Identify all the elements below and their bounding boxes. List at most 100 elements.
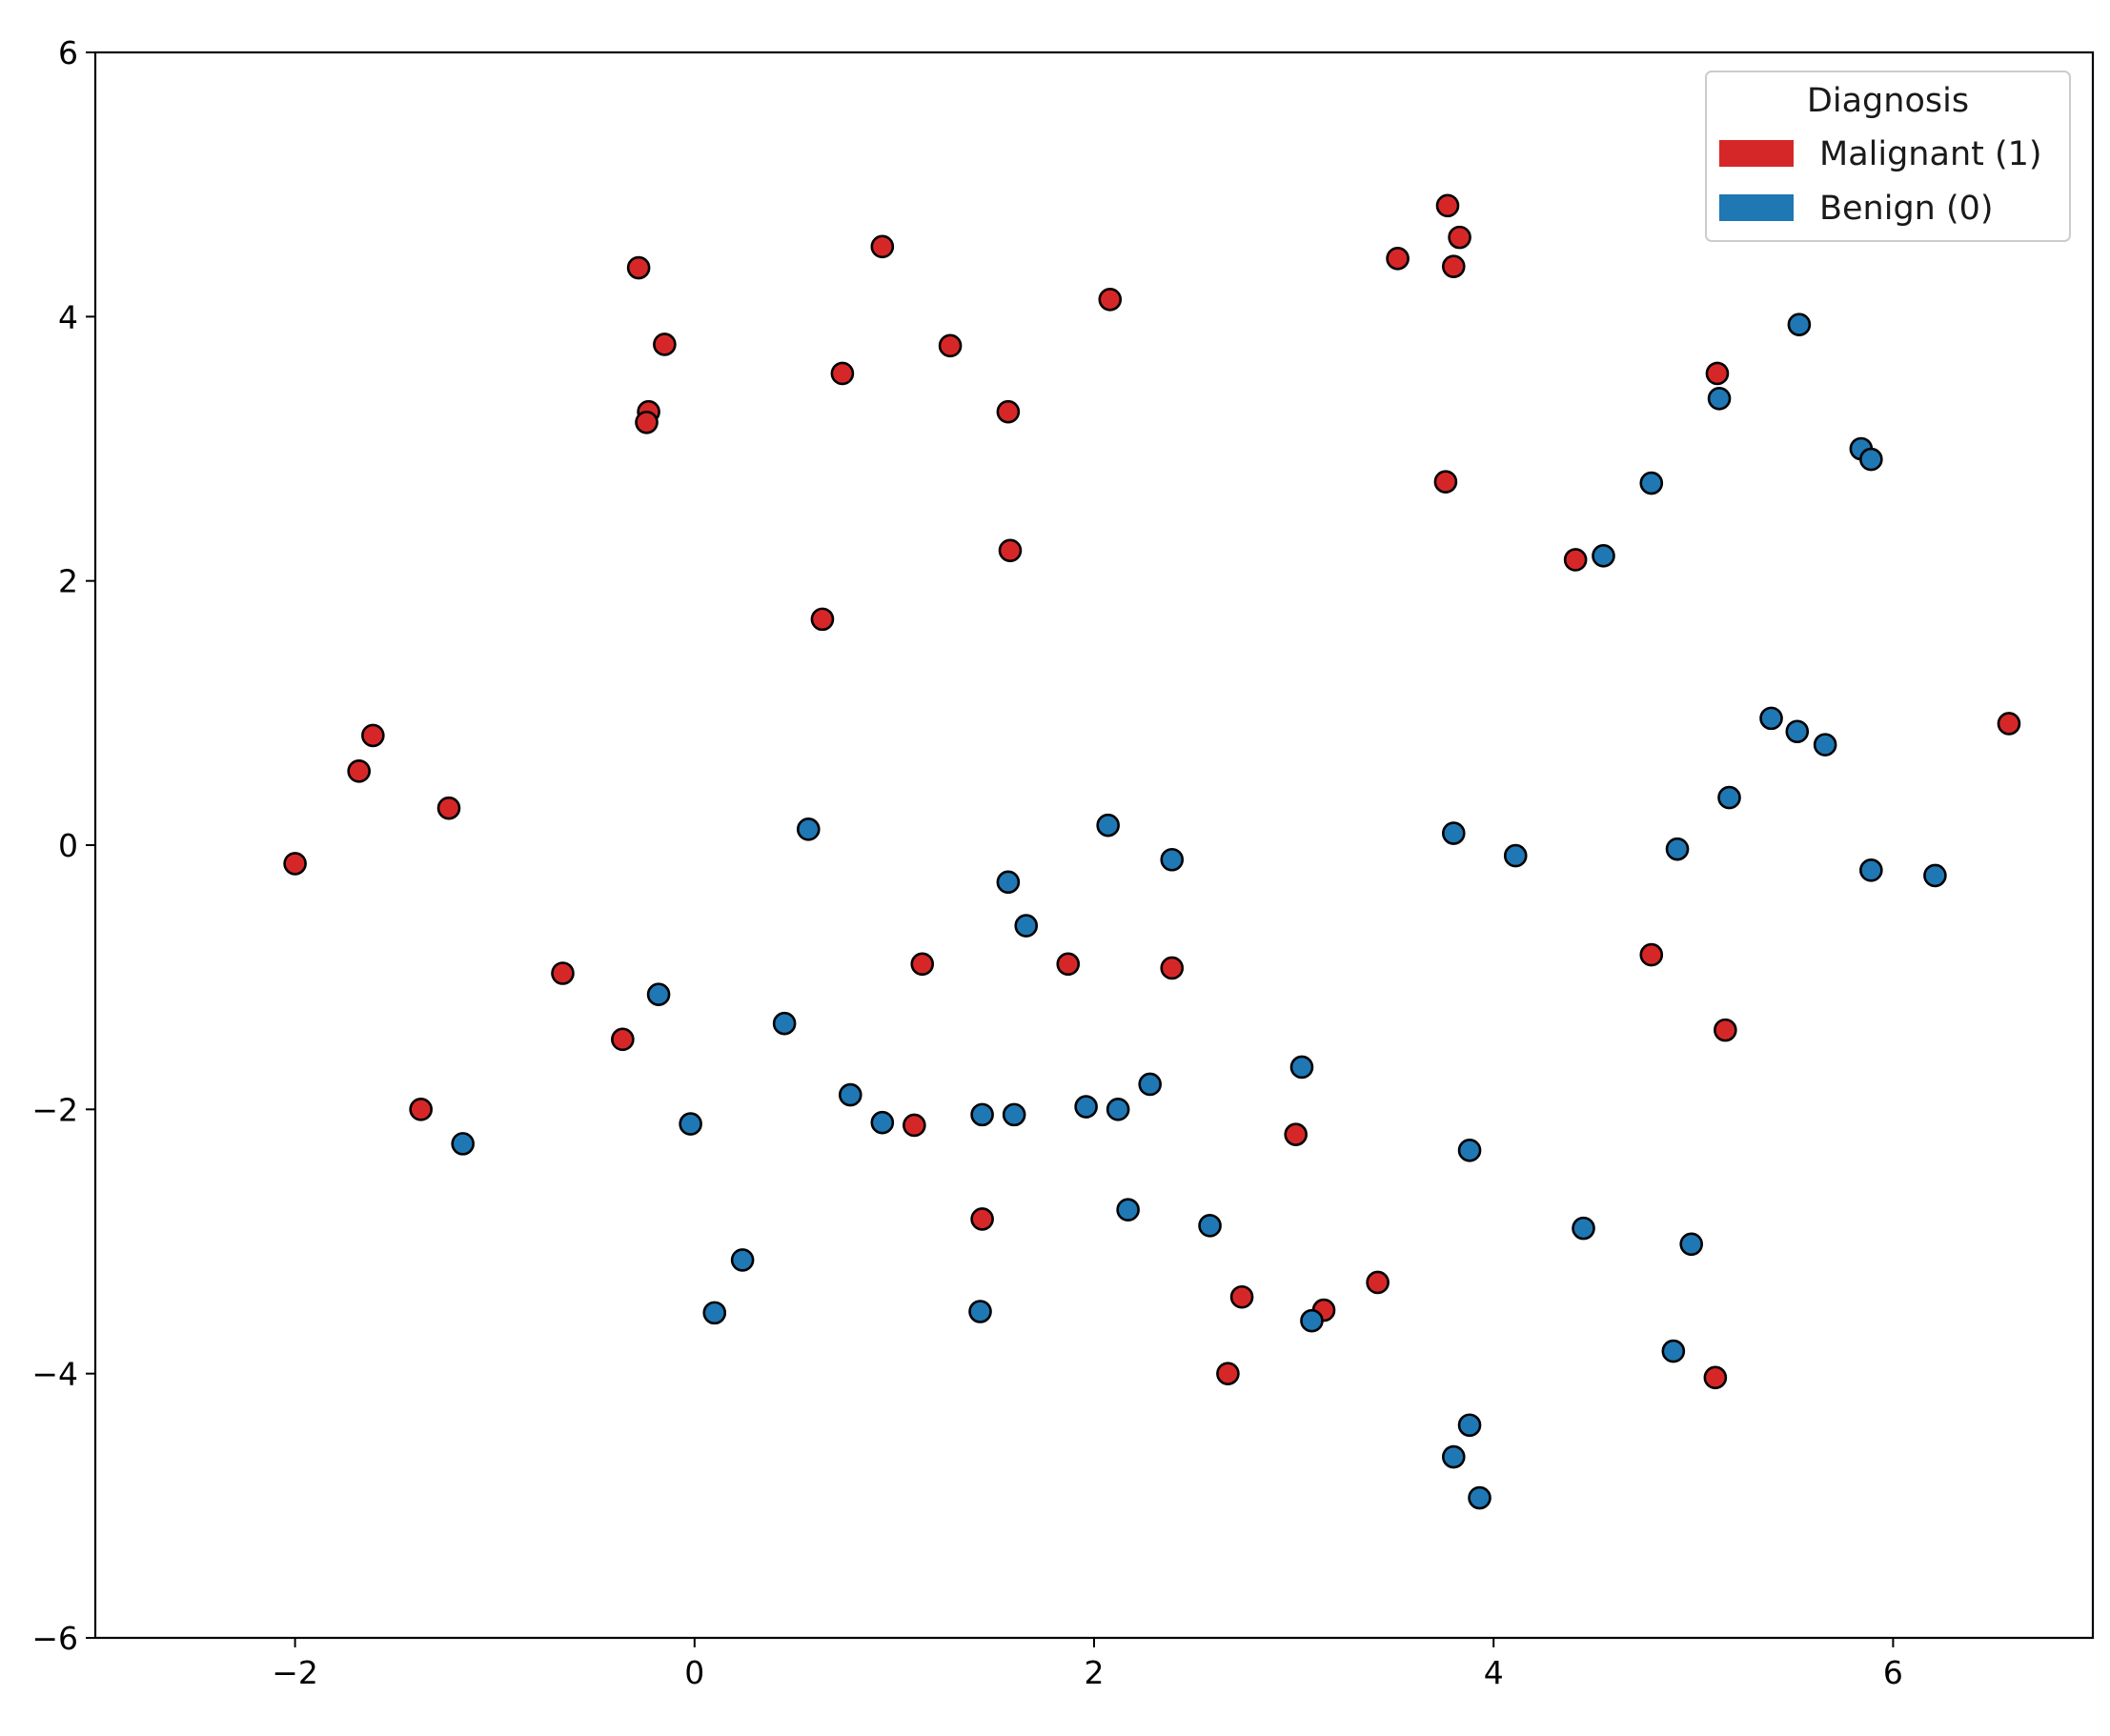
benign-point-2 [679, 1112, 702, 1136]
malignant-point-11 [870, 234, 895, 259]
benign-point-43 [1679, 1232, 1704, 1257]
malignant-point-8 [653, 333, 677, 356]
legend-swatch-malignant [1719, 140, 1794, 167]
y-tick-label-4: 2 [58, 563, 78, 600]
malignant-point-35 [1639, 942, 1664, 967]
benign-point-15 [1106, 1098, 1130, 1121]
benign-point-37 [1785, 719, 1810, 744]
malignant-point-19 [903, 1113, 926, 1138]
malignant-point-22 [1160, 956, 1185, 980]
legend-label-malignant: Malignant (1) [1819, 135, 2042, 173]
benign-point-0 [451, 1132, 475, 1156]
legend-box [1705, 71, 2071, 242]
malignant-point-18 [910, 952, 935, 977]
points-layer [283, 193, 2021, 1510]
benign-point-31 [1639, 471, 1664, 495]
malignant-point-16 [810, 607, 835, 632]
benign-point-4 [702, 1301, 727, 1325]
x-tick-label-2: 2 [1085, 1654, 1105, 1691]
malignant-point-0 [283, 852, 307, 876]
benign-point-28 [1468, 1485, 1491, 1510]
malignant-point-37 [1703, 1365, 1728, 1390]
malignant-point-21 [1056, 952, 1081, 977]
malignant-point-15 [998, 538, 1023, 563]
malignant-point-5 [551, 961, 575, 985]
benign-point-29 [1572, 1216, 1595, 1241]
malignant-point-33 [1563, 548, 1588, 572]
malignant-point-12 [830, 361, 855, 386]
malignant-point-4 [409, 1098, 433, 1121]
malignant-point-31 [1441, 254, 1466, 278]
x-tick-label-4: 6 [1883, 1654, 1903, 1691]
x-tick-label-1: 0 [684, 1654, 704, 1691]
benign-point-8 [870, 1110, 895, 1135]
benign-point-14 [1074, 1095, 1098, 1119]
y-tick-label-0: −6 [31, 1620, 78, 1657]
benign-point-6 [796, 818, 821, 841]
benign-point-35 [1859, 447, 1883, 472]
y-tick-label-2: −2 [31, 1091, 78, 1128]
malignant-point-27 [1366, 1270, 1390, 1295]
axis-ticks: −2 0 2 4 6 −6 −4 −2 0 2 4 6 [31, 34, 1903, 1691]
benign-point-39 [1717, 785, 1741, 810]
benign-point-27 [1441, 1444, 1466, 1469]
malignant-point-13 [938, 333, 963, 358]
benign-point-22 [1300, 1308, 1324, 1333]
malignant-point-10 [635, 410, 659, 434]
benign-point-24 [1503, 843, 1528, 868]
malignant-point-38 [1997, 712, 2021, 736]
legend-label-benign: Benign (0) [1819, 190, 1994, 228]
malignant-point-20 [970, 1207, 994, 1231]
malignant-point-2 [361, 723, 385, 748]
benign-point-11 [968, 1300, 992, 1323]
benign-point-40 [1665, 837, 1690, 861]
benign-point-20 [1198, 1214, 1222, 1238]
malignant-point-14 [996, 399, 1021, 424]
benign-point-41 [1859, 858, 1883, 882]
benign-point-30 [1592, 544, 1615, 568]
benign-point-18 [1138, 1072, 1162, 1097]
benign-point-32 [1707, 387, 1732, 411]
benign-point-17 [1160, 847, 1185, 872]
malignant-point-29 [1435, 193, 1460, 218]
legend: Diagnosis Malignant (1) Benign (0) [1705, 71, 2071, 242]
legend-swatch-benign [1719, 194, 1794, 221]
malignant-point-1 [347, 759, 371, 783]
benign-point-23 [1441, 821, 1466, 845]
benign-point-19 [1116, 1198, 1140, 1222]
benign-point-42 [1923, 863, 1947, 888]
malignant-point-17 [1098, 288, 1123, 312]
y-tick-label-1: −4 [31, 1356, 78, 1393]
benign-point-38 [1813, 733, 1837, 757]
benign-point-13 [1014, 914, 1039, 938]
benign-point-33 [1787, 313, 1812, 336]
benign-point-26 [1457, 1413, 1482, 1438]
malignant-point-28 [1386, 247, 1410, 271]
malignant-point-23 [1216, 1362, 1240, 1385]
malignant-point-3 [436, 796, 461, 820]
benign-point-10 [1002, 1102, 1026, 1127]
legend-title: Diagnosis [1807, 82, 1969, 120]
x-tick-label-3: 4 [1484, 1654, 1504, 1691]
benign-point-3 [730, 1248, 755, 1272]
malignant-point-24 [1229, 1284, 1254, 1309]
benign-point-12 [996, 870, 1021, 895]
benign-point-21 [1289, 1055, 1314, 1080]
malignant-point-7 [626, 255, 651, 280]
malignant-point-30 [1448, 225, 1471, 250]
y-tick-label-6: 6 [58, 34, 78, 71]
y-tick-label-5: 4 [58, 298, 78, 335]
benign-point-36 [1759, 706, 1783, 731]
x-tick-label-0: −2 [272, 1654, 318, 1691]
benign-point-1 [646, 982, 671, 1006]
benign-point-7 [838, 1082, 862, 1107]
malignant-point-25 [1284, 1122, 1308, 1146]
benign-point-44 [1661, 1339, 1686, 1363]
benign-point-25 [1457, 1139, 1482, 1162]
malignant-point-34 [1705, 361, 1730, 386]
y-tick-label-3: 0 [58, 827, 78, 864]
malignant-point-32 [1433, 470, 1458, 494]
